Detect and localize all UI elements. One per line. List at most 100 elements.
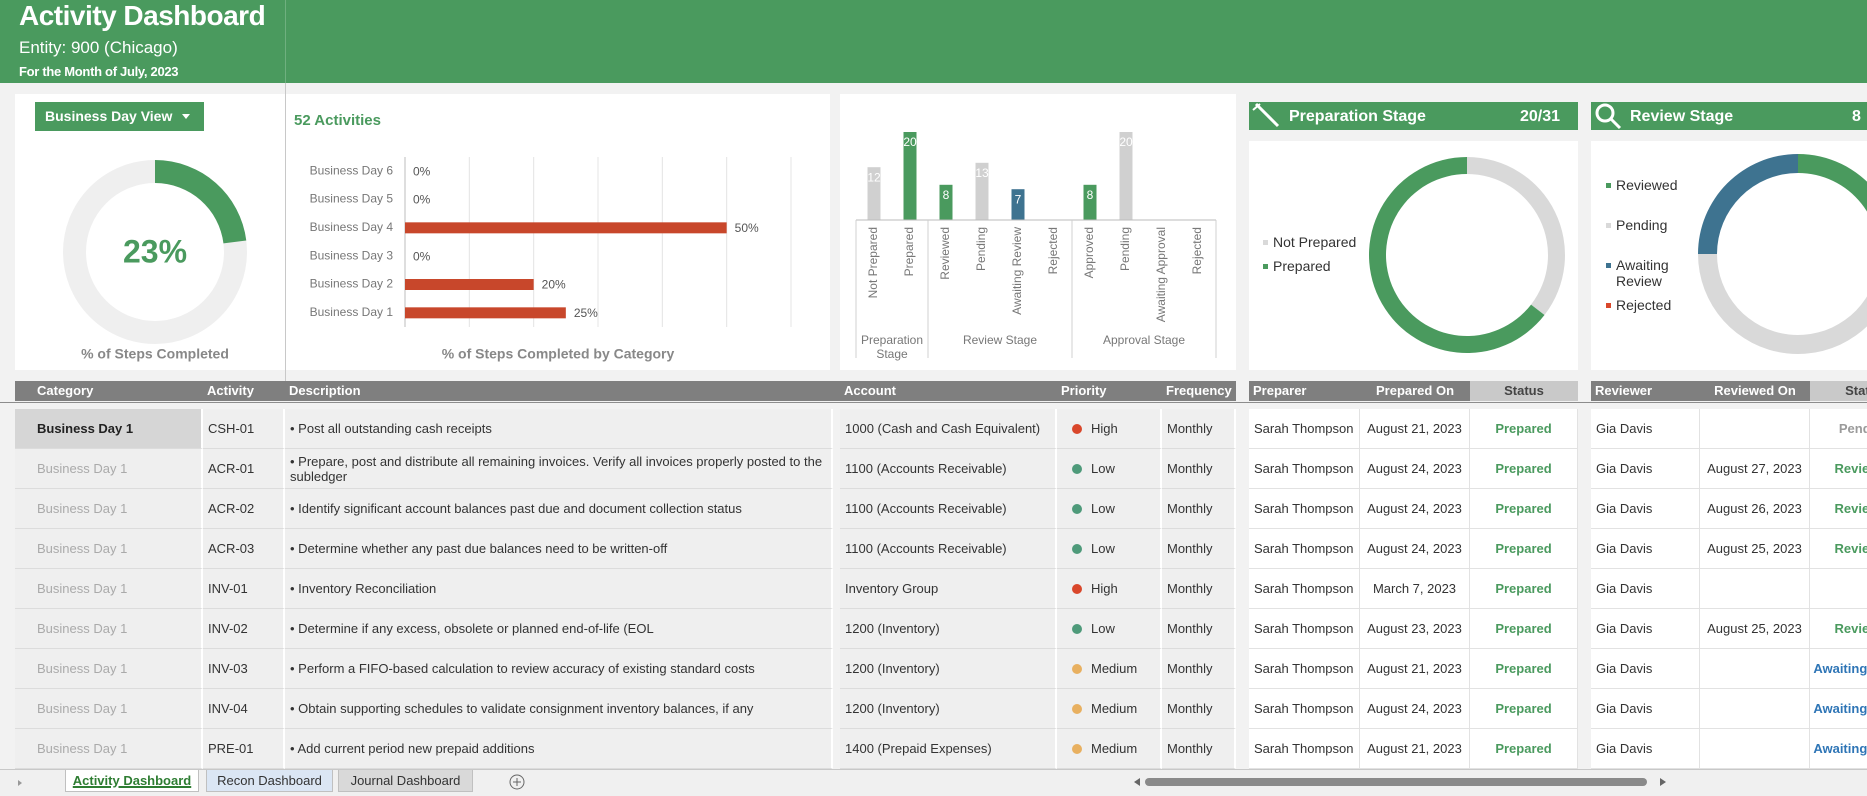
cell-text: 1100 (Accounts Receivable) bbox=[845, 501, 1007, 516]
cell-text: Low bbox=[1091, 461, 1115, 476]
table-header-band bbox=[15, 381, 1236, 401]
sheet-tab[interactable]: Recon Dashboard bbox=[206, 770, 333, 792]
priority-dot bbox=[1072, 583, 1082, 594]
table-cell: Prepared bbox=[1470, 489, 1578, 529]
column-header: Preparer bbox=[1253, 383, 1307, 398]
table-cell: Monthly bbox=[1162, 449, 1236, 489]
bar bbox=[405, 307, 566, 319]
magnifier-icon bbox=[1595, 103, 1622, 130]
column-header: Activity bbox=[207, 383, 254, 398]
table-cell: • Obtain supporting schedules to validat… bbox=[285, 689, 833, 729]
cell-text: Sarah Thompson bbox=[1254, 741, 1354, 756]
cell-text: Gia Davis bbox=[1596, 501, 1653, 516]
table-cell: Prepared bbox=[1470, 409, 1578, 449]
table-cell: 1000 (Cash and Cash Equivalent) bbox=[840, 409, 1057, 449]
table-cell: Monthly bbox=[1162, 729, 1236, 769]
table-cell: Medium bbox=[1057, 729, 1162, 769]
cell-text: Sarah Thompson bbox=[1254, 421, 1354, 436]
table-cell: Prepared bbox=[1470, 449, 1578, 489]
cell-text: Medium bbox=[1091, 701, 1138, 716]
table-cell: August 24, 2023 bbox=[1360, 489, 1470, 529]
view-button[interactable]: Business Day View bbox=[35, 102, 204, 131]
column-value-label: 12 bbox=[867, 170, 881, 184]
table-cell: • Determine if any excess, obsolete or p… bbox=[285, 609, 833, 649]
table-cell: Gia Davis bbox=[1591, 489, 1700, 529]
column-category-label: Awaiting Review bbox=[1010, 227, 1024, 315]
cell-text: Business Day 1 bbox=[37, 621, 128, 636]
table-cell: • Add current period new prepaid additio… bbox=[285, 729, 833, 769]
table-cell: Monthly bbox=[1162, 489, 1236, 529]
table-cell: Business Day 1 bbox=[15, 729, 203, 769]
column-header: Account bbox=[844, 383, 896, 398]
cell-text: PRE-01 bbox=[208, 741, 254, 756]
table-cell: Monthly bbox=[1162, 649, 1236, 689]
cell-text: Monthly bbox=[1167, 461, 1213, 476]
cell-text: Prepared bbox=[1495, 421, 1552, 436]
scroll-left-button[interactable] bbox=[1134, 778, 1140, 786]
cell-text: August 21, 2023 bbox=[1367, 421, 1462, 436]
legend-swatch bbox=[1606, 183, 1611, 188]
legend-item: Not Prepared bbox=[1263, 234, 1393, 250]
table-cell: Prepared bbox=[1470, 689, 1578, 729]
bar-value-label: 50% bbox=[735, 221, 759, 235]
table-cell: Prepared bbox=[1470, 609, 1578, 649]
cell-text: Inventory Group bbox=[845, 581, 939, 596]
legend-label: Reviewed bbox=[1616, 177, 1678, 193]
horizontal-scrollbar[interactable] bbox=[1145, 778, 1647, 786]
priority-dot bbox=[1072, 423, 1082, 434]
table-cell: • Post all outstanding cash receipts bbox=[285, 409, 833, 449]
cell-text: August 27, 2023 bbox=[1707, 461, 1802, 476]
add-sheet-icon[interactable] bbox=[509, 774, 525, 790]
column-value-label: 8 bbox=[1087, 188, 1094, 202]
legend-item: Prepared bbox=[1263, 258, 1393, 274]
table-cell: Prepared bbox=[1470, 529, 1578, 569]
header-rule bbox=[0, 402, 1867, 403]
table-cell: August 26, 2023 bbox=[1700, 489, 1810, 529]
cell-text: Prepared bbox=[1495, 621, 1552, 636]
scroll-right-button[interactable] bbox=[1660, 778, 1666, 786]
cell-text: ACR-03 bbox=[208, 541, 255, 556]
table-cell: • Determine whether any past due balance… bbox=[285, 529, 833, 569]
table-cell: August 24, 2023 bbox=[1360, 529, 1470, 569]
cell-text: High bbox=[1091, 581, 1118, 596]
table-cell: Gia Davis bbox=[1591, 529, 1700, 569]
cell-text: 1200 (Inventory) bbox=[845, 621, 940, 636]
group-label: Review Stage bbox=[962, 333, 1038, 347]
sheet-tab[interactable]: Activity Dashboard bbox=[65, 770, 199, 792]
dropdown-arrow bbox=[182, 114, 190, 119]
table-cell: Business Day 1 bbox=[15, 569, 203, 609]
legend-item: Awaiting Review bbox=[1606, 257, 1684, 289]
cell-text: • Determine if any excess, obsolete or p… bbox=[290, 621, 654, 636]
panel-title: Preparation Stage bbox=[1289, 108, 1426, 125]
cell-text: Gia Davis bbox=[1596, 621, 1653, 636]
cell-text: Sarah Thompson bbox=[1254, 701, 1354, 716]
group-label: Preparation Stage bbox=[860, 333, 924, 361]
chart-title: 52 Activities bbox=[294, 112, 381, 129]
table-cell: PRE-01 bbox=[203, 729, 285, 769]
sheet-tab[interactable]: Journal Dashboard bbox=[338, 770, 473, 792]
table-cell: August 27, 2023 bbox=[1700, 449, 1810, 489]
table-cell: August 25, 2023 bbox=[1700, 529, 1810, 569]
cell-text: August 24, 2023 bbox=[1367, 461, 1462, 476]
cell-text: Sarah Thompson bbox=[1254, 581, 1354, 596]
table-cell: • Prepare, post and distribute all remai… bbox=[285, 449, 833, 489]
group-label: Approval Stage bbox=[1102, 333, 1186, 347]
cell-text: August 26, 2023 bbox=[1707, 501, 1802, 516]
table-cell: August 25, 2023 bbox=[1700, 609, 1810, 649]
legend-swatch bbox=[1606, 303, 1611, 308]
column bbox=[1119, 132, 1133, 220]
table-cell: 1400 (Prepaid Expenses) bbox=[840, 729, 1057, 769]
bar bbox=[405, 279, 534, 290]
cell-text: ACR-01 bbox=[208, 461, 255, 476]
table-cell bbox=[1700, 569, 1810, 609]
cell-text: Monthly bbox=[1167, 701, 1213, 716]
cell-text: Sarah Thompson bbox=[1254, 461, 1354, 476]
cell-text: August 25, 2023 bbox=[1707, 541, 1802, 556]
column-value-label: 20 bbox=[903, 135, 917, 149]
cell-text: March 7, 2023 bbox=[1372, 581, 1457, 596]
column bbox=[867, 167, 881, 220]
bar-value-label: 0% bbox=[413, 193, 431, 207]
cell-text: Monthly bbox=[1167, 741, 1213, 756]
cell-text: Business Day 1 bbox=[37, 701, 128, 716]
